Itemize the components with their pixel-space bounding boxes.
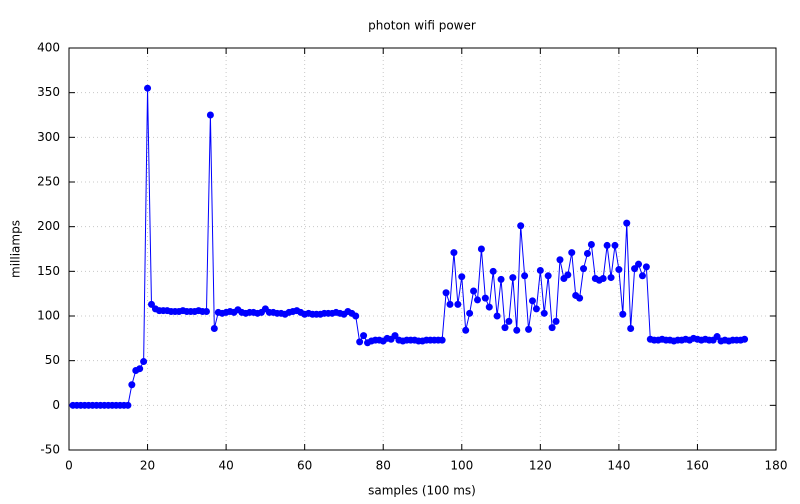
data-point xyxy=(442,289,450,297)
data-point xyxy=(466,309,474,317)
data-point xyxy=(210,325,218,333)
data-point xyxy=(627,325,635,333)
y-tick-label: 0 xyxy=(52,398,60,412)
data-point xyxy=(352,312,360,320)
data-point xyxy=(446,300,454,308)
data-point xyxy=(470,287,478,295)
x-tick-label: 80 xyxy=(376,459,391,473)
data-point xyxy=(356,338,364,346)
data-point xyxy=(568,249,576,257)
data-point xyxy=(497,275,505,283)
x-axis-label: samples (100 ms) xyxy=(368,484,476,498)
data-point xyxy=(140,358,148,366)
x-tick-label: 40 xyxy=(218,459,233,473)
data-point xyxy=(544,272,552,280)
data-point xyxy=(564,271,572,279)
data-point xyxy=(607,274,615,282)
data-point xyxy=(580,265,588,273)
data-point xyxy=(517,222,525,230)
data-point xyxy=(206,111,214,119)
data-point xyxy=(489,267,497,275)
data-point xyxy=(493,312,501,320)
data-point xyxy=(128,381,136,389)
y-tick-label: 150 xyxy=(37,264,60,278)
data-point xyxy=(552,317,560,325)
x-tick-label: 160 xyxy=(686,459,709,473)
data-point xyxy=(202,308,210,316)
data-point xyxy=(615,266,623,274)
x-tick-label: 120 xyxy=(529,459,552,473)
x-tick-label: 180 xyxy=(765,459,788,473)
data-point xyxy=(583,249,591,257)
data-point xyxy=(450,249,458,257)
data-point xyxy=(505,317,513,325)
data-point xyxy=(473,296,481,304)
data-point xyxy=(540,309,548,317)
data-point xyxy=(513,326,521,334)
data-point xyxy=(525,325,533,333)
data-point xyxy=(528,297,536,305)
data-point xyxy=(635,260,643,268)
data-point xyxy=(619,310,627,318)
y-tick-label: 50 xyxy=(45,353,60,367)
data-point xyxy=(481,294,489,302)
data-point xyxy=(501,324,509,332)
x-tick-label: 0 xyxy=(65,459,73,473)
data-point xyxy=(603,241,611,249)
data-point xyxy=(576,294,584,302)
x-tick-label: 100 xyxy=(450,459,473,473)
data-point xyxy=(741,335,749,343)
x-tick-label: 140 xyxy=(607,459,630,473)
data-point xyxy=(556,256,564,264)
y-tick-label: 250 xyxy=(37,175,60,189)
data-point xyxy=(638,272,646,280)
data-point xyxy=(599,274,607,282)
x-tick-label: 60 xyxy=(297,459,312,473)
data-point xyxy=(458,273,466,281)
data-point xyxy=(124,401,132,409)
data-point xyxy=(611,241,619,249)
data-point xyxy=(136,365,144,373)
data-point xyxy=(144,84,152,92)
y-tick-label: 100 xyxy=(37,309,60,323)
plot-border xyxy=(68,47,777,451)
data-point xyxy=(532,305,540,313)
y-tick-label: -50 xyxy=(40,443,60,457)
data-line xyxy=(72,88,745,406)
y-tick-label: 300 xyxy=(37,130,60,144)
data-point xyxy=(454,300,462,308)
y-tick-label: 400 xyxy=(37,41,60,55)
data-point xyxy=(438,336,446,344)
data-point xyxy=(462,326,470,334)
y-axis-label: milliamps xyxy=(9,220,23,278)
data-point xyxy=(360,332,368,340)
data-point xyxy=(642,263,650,271)
data-point xyxy=(587,241,595,249)
data-point xyxy=(548,324,556,332)
data-point xyxy=(536,266,544,274)
data-point xyxy=(509,274,517,282)
data-point xyxy=(623,219,631,227)
data-point xyxy=(485,303,493,311)
y-tick-label: 350 xyxy=(37,85,60,99)
data-point xyxy=(477,245,485,253)
chart-title: photon wifi power xyxy=(368,19,476,33)
data-point xyxy=(521,272,529,280)
x-tick-label: 20 xyxy=(140,459,155,473)
y-tick-label: 200 xyxy=(37,219,60,233)
